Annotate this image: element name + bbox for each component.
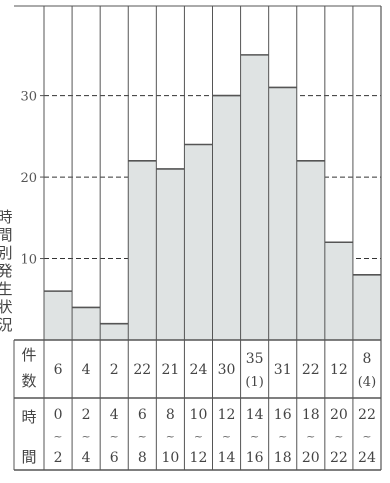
bar-16~18 [268,87,297,341]
hour-tilde-18~20: ~ [306,430,315,443]
count-label-14~16: 35 [246,351,264,367]
bar-12~14 [212,95,241,340]
chart-frame [13,5,382,471]
hour-tilde-10~12: ~ [194,430,203,443]
y-axis-title-char-0: 時 [0,208,13,226]
hour-to-12~14: 14 [218,450,236,466]
y-axis-title-char-5: 状 [0,298,13,316]
hour-from-16~18: 16 [274,407,292,423]
y-axis-title-char-6: 況 [0,316,13,334]
hour-tilde-0~2: ~ [53,430,62,443]
count-label-4~6: 2 [110,362,119,378]
hour-row-header-2: 間 [21,448,36,466]
hour-from-20~22: 20 [330,407,348,423]
hour-tilde-6~8: ~ [138,430,147,443]
hour-to-10~12: 12 [190,450,208,466]
hour-to-18~20: 20 [302,450,320,466]
hour-tilde-14~16: ~ [250,430,259,443]
hour-tilde-8~10: ~ [166,430,175,443]
bars [44,54,381,341]
hour-to-20~22: 22 [330,450,348,466]
count-row-header-1: 件 [21,346,36,364]
y-tick-label-20: 20 [20,171,37,186]
hour-tilde-16~18: ~ [278,430,287,443]
hour-to-2~4: 4 [82,450,91,466]
hour-from-14~16: 14 [246,407,264,423]
hour-from-8~10: 8 [166,407,175,423]
y-axis-title-char-3: 発 [0,262,13,280]
count-label-12~14: 30 [218,362,236,378]
bar-0~2 [44,291,73,340]
bar-18~20 [296,160,325,340]
bar-2~4 [72,307,101,340]
count-sub-label-22~24: (4) [358,375,376,390]
hour-row-header-1: 時 [21,408,36,426]
count-label-16~18: 31 [274,362,292,378]
hour-to-22~24: 24 [358,450,376,466]
count-label-18~20: 22 [302,362,320,378]
bar-6~8 [128,160,157,340]
count-label-8~10: 21 [161,362,179,378]
count-sub-label-14~16: (1) [245,375,263,390]
bar-8~10 [156,168,185,340]
bar-14~16 [240,54,269,340]
hour-tilde-22~24: ~ [362,430,371,443]
count-label-0~2: 6 [54,362,63,378]
hour-tilde-4~6: ~ [110,430,119,443]
hour-to-4~6: 6 [110,450,119,466]
hour-tilde-12~14: ~ [222,430,231,443]
count-label-20~22: 12 [330,362,348,378]
hour-from-6~8: 6 [138,407,147,423]
y-tick-label-30: 30 [20,90,37,105]
bar-22~24 [352,274,381,340]
hour-to-6~8: 8 [138,450,147,466]
bar-10~12 [184,144,213,340]
y-axis-ticks: 10 20 30 [20,90,44,268]
hour-from-0~2: 0 [54,407,63,423]
hour-to-0~2: 2 [54,450,63,466]
hour-tilde-20~22: ~ [334,430,343,443]
count-label-22~24: 8 [362,351,371,367]
count-label-10~12: 24 [190,362,208,378]
hour-to-8~10: 10 [161,450,179,466]
data-table: 件数時間60~242~424~6226~8218~102410~123012~1… [21,346,376,466]
y-axis-title-char-2: 別 [0,244,13,262]
hour-to-16~18: 18 [274,450,292,466]
y-axis-title-char-4: 生 [0,280,13,298]
hour-to-14~16: 16 [246,450,264,466]
bar-20~22 [324,242,353,340]
y-axis-title-char-1: 間 [0,226,13,244]
hour-from-10~12: 10 [190,407,208,423]
hour-from-22~24: 22 [358,407,376,423]
hour-from-12~14: 12 [218,407,236,423]
hour-from-18~20: 18 [302,407,320,423]
hour-from-4~6: 4 [110,407,119,423]
count-row-header-2: 数 [21,372,36,390]
count-label-2~4: 4 [82,362,91,378]
y-tick-label-10: 10 [20,253,37,268]
bar-4~6 [100,323,129,340]
hour-from-2~4: 2 [82,407,91,423]
hour-tilde-2~4: ~ [82,430,91,443]
count-label-6~8: 22 [133,362,151,378]
